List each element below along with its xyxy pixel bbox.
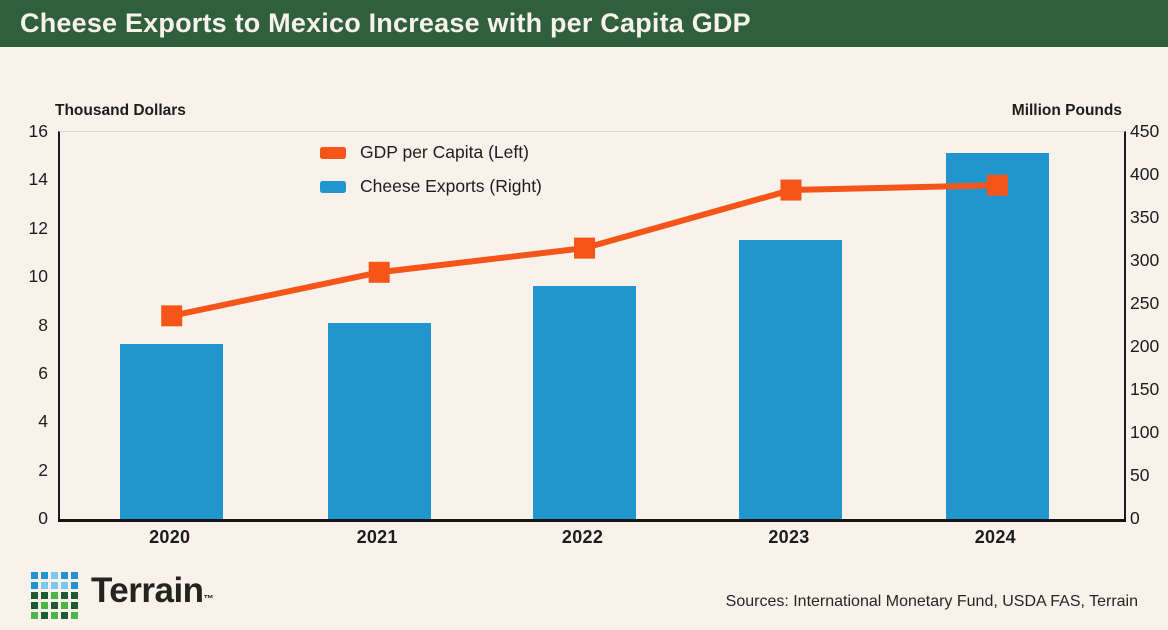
legend-label-cheese: Cheese Exports (Right) [360, 176, 542, 196]
right-axis-tick-400: 400 [1130, 164, 1160, 184]
logo-tile [51, 592, 58, 599]
logo-tile [51, 602, 58, 609]
right-axis-tick-450: 450 [1130, 121, 1160, 141]
logo-tile [31, 592, 38, 599]
right-axis-unit-label: Million Pounds [1011, 102, 1122, 119]
cheese-exports-bar-2023 [739, 239, 843, 519]
gdp-marker-2020 [161, 305, 183, 327]
legend: GDP per Capita (Left) Cheese Exports (Ri… [320, 142, 542, 197]
logo-tile [31, 612, 38, 619]
left-axis-tick-10: 10 [28, 266, 48, 287]
left-axis-tick-4: 4 [38, 411, 48, 432]
logo-tile [41, 592, 48, 599]
logo-tile [41, 602, 48, 609]
x-axis-label-2021: 2021 [356, 527, 398, 547]
x-axis-label-2023: 2023 [768, 527, 810, 547]
right-axis-tick-200: 200 [1130, 336, 1160, 356]
right-axis-tick-350: 350 [1130, 207, 1160, 227]
logo-tile [61, 602, 68, 609]
plot-area [58, 131, 1126, 522]
gdp-marker-2023 [780, 179, 802, 201]
right-axis-tick-100: 100 [1130, 422, 1160, 442]
x-axis-label-2024: 2024 [974, 527, 1016, 547]
left-axis-tick-6: 6 [38, 362, 48, 383]
right-axis-tick-0: 0 [1130, 508, 1140, 528]
logo-tile [31, 572, 38, 579]
logo-tile [61, 582, 68, 589]
gdp-marker-2022 [574, 237, 596, 259]
logo-tile [61, 612, 68, 619]
left-axis-unit-label: Thousand Dollars [55, 102, 186, 119]
left-axis-tick-8: 8 [38, 314, 48, 335]
gdp-marker-2024 [986, 174, 1008, 196]
x-axis-label-2022: 2022 [561, 527, 604, 547]
logo-tile [61, 572, 68, 579]
cheese-exports-bar-2024 [945, 152, 1049, 519]
logo-tile [41, 612, 48, 619]
logo-tile [31, 602, 38, 609]
gdp-line-layer [161, 174, 1008, 327]
cheese-exports-bar-2022 [533, 285, 637, 519]
logo-tile [31, 582, 38, 589]
logo-tile [71, 602, 78, 609]
terrain-wordmark: Terrain™ [91, 571, 214, 610]
trademark-symbol: ™ [203, 594, 214, 605]
terrain-logo-grid-icon [31, 572, 78, 619]
sources-text: Sources: International Monetary Fund, US… [725, 593, 1138, 610]
logo-tile [71, 612, 78, 619]
logo-tile [51, 582, 58, 589]
right-axis-tick-250: 250 [1130, 293, 1160, 313]
left-axis-tick-0: 0 [38, 508, 48, 528]
right-axis-tick-150: 150 [1130, 379, 1160, 399]
left-axis-tick-12: 12 [28, 217, 48, 238]
cheese-bar-swatch-icon [320, 180, 346, 193]
terrain-logo: Terrain™ [31, 567, 214, 624]
logo-tile [71, 592, 78, 599]
cheese-exports-bar-2020 [120, 343, 224, 519]
title-bar: Cheese Exports to Mexico Increase with p… [0, 0, 1168, 47]
logo-tile [71, 572, 78, 579]
logo-tile [61, 592, 68, 599]
legend-label-gdp: GDP per Capita (Left) [360, 142, 529, 162]
logo-tile [41, 582, 48, 589]
left-axis-tick-16: 16 [28, 121, 48, 141]
x-axis-label-2020: 2020 [149, 527, 191, 547]
right-axis-tick-300: 300 [1130, 250, 1160, 270]
gdp-marker-2021 [368, 261, 390, 283]
gdp-line-swatch-icon [320, 146, 346, 159]
left-axis-tick-2: 2 [38, 459, 48, 480]
logo-tile [51, 612, 58, 619]
right-axis-tick-50: 50 [1130, 465, 1150, 485]
logo-tile [71, 582, 78, 589]
logo-tile [51, 572, 58, 579]
cheese-exports-bar-2021 [327, 322, 431, 519]
chart-title: Cheese Exports to Mexico Increase with p… [20, 8, 751, 38]
legend-item-gdp: GDP per Capita (Left) [320, 142, 542, 163]
left-axis-tick-14: 14 [28, 169, 48, 190]
logo-tile [41, 572, 48, 579]
legend-item-cheese: Cheese Exports (Right) [320, 176, 542, 197]
